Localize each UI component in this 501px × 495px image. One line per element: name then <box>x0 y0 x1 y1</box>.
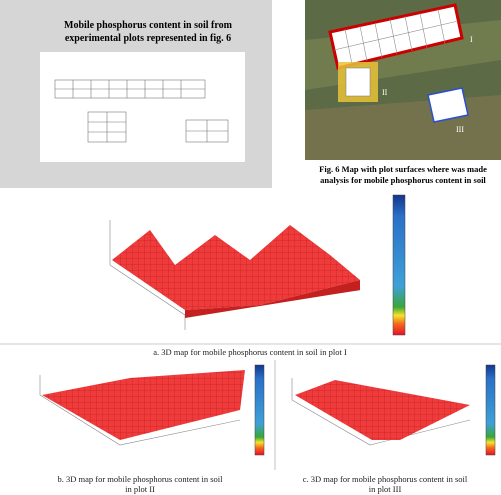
panel-caption: b. 3D map for mobile phosphorus content … <box>57 474 223 484</box>
plot-label: I <box>470 35 473 44</box>
surface-plot-a <box>110 220 360 330</box>
colorbar <box>486 365 495 455</box>
plot-3 <box>428 88 468 122</box>
figure: Mobile phosphorus content in soil from e… <box>0 0 501 495</box>
colorbar <box>255 365 264 455</box>
panel-caption: a. 3D map for mobile phosphorus content … <box>153 347 347 357</box>
plot-2 <box>338 62 378 102</box>
slide <box>40 52 245 162</box>
slide-title: experimental plots represented in fig. 6 <box>65 33 231 44</box>
panel-caption: c. 3D map for mobile phosphorus content … <box>303 474 468 484</box>
plot-label: III <box>456 125 464 134</box>
surface-plot-b <box>40 370 245 445</box>
map-caption: analysis for mobile phosphorus content i… <box>320 175 486 185</box>
surface-plot-c <box>292 378 470 445</box>
page: {"slide": {"title_lines": ["Mobile phosp… <box>0 0 501 495</box>
colorbar <box>393 195 405 335</box>
slide-title: Mobile phosphorus content in soil from <box>64 20 233 31</box>
map-caption: Fig. 6 Map with plot surfaces where was … <box>319 164 487 174</box>
plot-label: II <box>382 88 388 97</box>
panel-caption: in plot II <box>125 484 155 494</box>
panel-caption: in plot III <box>369 484 402 494</box>
